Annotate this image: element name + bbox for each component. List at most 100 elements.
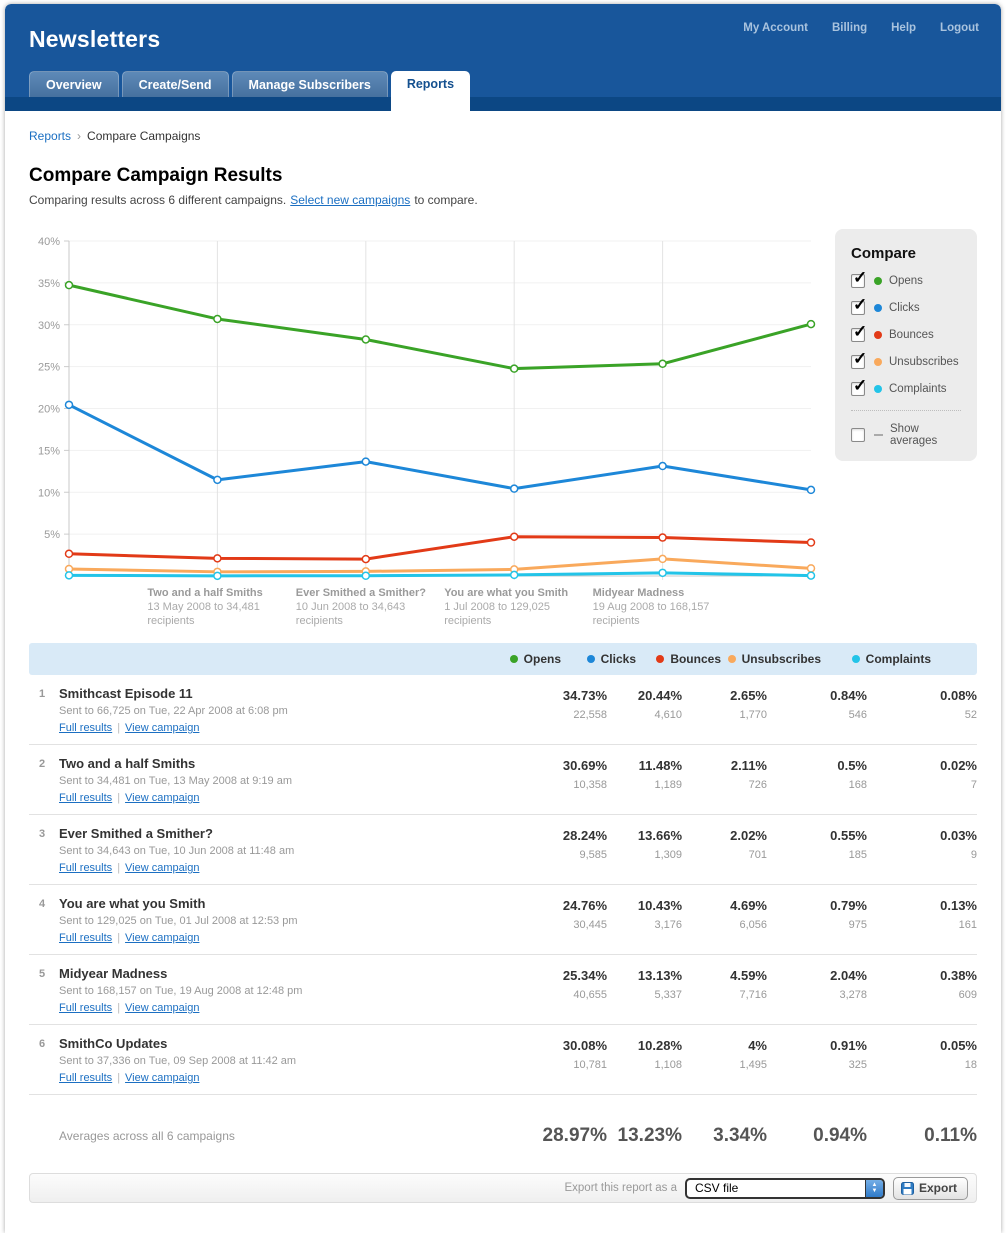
x-axis-campaign-date: 13 May 2008 to 34,481 — [147, 601, 260, 613]
compare-item-clicks[interactable]: Clicks — [851, 295, 961, 315]
value-count: 7 — [970, 779, 977, 791]
value-cell-opens: 25.34% 40,655 — [512, 966, 607, 1014]
nav-link-help[interactable]: Help — [891, 22, 917, 34]
opens-legend-dot-icon — [509, 655, 518, 663]
legend-column-complaints: Complaints — [821, 652, 931, 666]
campaign-sent-detail: Sent to 129,025 on Tue, 01 Jul 2008 at 1… — [59, 915, 298, 927]
campaign-name: Midyear Madness — [59, 966, 168, 981]
chart-point-bounces — [213, 554, 222, 563]
compare-item-opens[interactable]: Opens — [851, 268, 961, 288]
value-cell-unsubscribes: 0.79% 975 — [767, 896, 867, 944]
page: My Account Billing Help Logout Newsletters … — [5, 4, 1001, 1233]
checkbox-checked[interactable] — [851, 349, 867, 369]
select-new-campaigns-link[interactable]: Select new campaigns — [290, 193, 411, 207]
value-percentage: 28.24% — [562, 828, 607, 843]
x-axis-campaign-name: Two and a half Smiths — [147, 587, 263, 599]
checkbox-checked[interactable] — [851, 268, 867, 288]
view-campaign-link[interactable]: View campaign — [125, 792, 200, 804]
view-campaign-link[interactable]: View campaign — [125, 1072, 200, 1084]
value-percentage: 0.79% — [830, 898, 867, 913]
compare-item-label: Unsubscribes — [889, 356, 959, 368]
comparison-line-chart: 5% 10% 15% 20% 25% 30% 35% 40% Two and a half Sm… — [29, 229, 829, 629]
nav-link-billing[interactable]: Billing — [831, 22, 868, 34]
campaign-links: Full results | View campaign — [59, 932, 512, 944]
unsubscribes-series-dot-icon — [874, 358, 882, 366]
value-cell-unsubscribes: 0.91% 325 — [767, 1036, 867, 1084]
y-tick-label: 40% — [38, 236, 60, 248]
campaign-info: Smithcast Episode 11 Sent to 66,725 on Tu… — [59, 686, 512, 734]
legend-column-label: Opens — [523, 652, 561, 666]
view-campaign-link[interactable]: View campaign — [125, 722, 200, 734]
bounces-legend-dot-icon — [656, 655, 665, 663]
breadcrumb-link-reports[interactable]: Reports — [29, 129, 72, 143]
nav-link-logout[interactable]: Logout — [940, 22, 979, 34]
chart-point-clicks — [361, 457, 371, 466]
tab-overview[interactable]: Overview — [29, 71, 119, 97]
chart-point-bounces — [509, 532, 519, 541]
campaign-sent-detail: Sent to 37,336 on Tue, 09 Sep 2008 at 11… — [59, 1055, 297, 1067]
tab-create-send[interactable]: Create/Send — [121, 71, 229, 97]
view-campaign-link[interactable]: View campaign — [125, 1002, 200, 1014]
checkbox-unchecked[interactable] — [851, 428, 865, 442]
tab-manage-subscribers[interactable]: Manage Subscribers — [231, 71, 388, 97]
campaign-row: 5 Midyear Madness Sent to 168,157 on Tue, … — [29, 955, 977, 1025]
top-nav: My Account Billing Help Logout — [719, 18, 979, 36]
view-campaign-link[interactable]: View campaign — [125, 932, 200, 944]
chart-line-bounces — [68, 535, 812, 561]
link-separator: | — [117, 932, 121, 944]
campaign-number: 3 — [39, 828, 46, 840]
checkbox-checked[interactable] — [851, 295, 867, 315]
checkbox-checked[interactable] — [851, 322, 867, 342]
link-separator: | — [117, 1002, 121, 1014]
full-results-link[interactable]: Full results — [59, 722, 113, 734]
campaign-info: Midyear Madness Sent to 168,157 on Tue, 1… — [59, 966, 512, 1014]
select-stepper-icon: ▲ ▼ — [864, 1179, 883, 1197]
full-results-link[interactable]: Full results — [59, 1072, 113, 1084]
legend-column-opens: Opens — [466, 652, 561, 666]
chart-point-bounces — [806, 538, 816, 547]
export-label: Export this report as a — [564, 1182, 677, 1194]
tab-reports[interactable]: Reports — [390, 71, 471, 111]
subtitle-suffix: to compare. — [414, 193, 478, 207]
y-tick-label: 25% — [38, 362, 60, 374]
compare-panel: Compare Opens Clicks Bounces Unsubscribes Co… — [835, 229, 977, 461]
full-results-link[interactable]: Full results — [59, 792, 113, 804]
value-count: 1,189 — [654, 779, 682, 791]
compare-item-bounces[interactable]: Bounces — [851, 322, 961, 342]
compare-item-unsubscribes[interactable]: Unsubscribes — [851, 349, 961, 369]
value-cell-bounces: 4% 1,495 — [682, 1036, 767, 1084]
chart-point-opens — [213, 314, 222, 324]
value-count: 1,309 — [654, 849, 682, 861]
export-format-select[interactable]: CSV file ▲ ▼ — [684, 1177, 885, 1199]
chart-point-complaints — [806, 571, 816, 580]
value-count: 9 — [970, 849, 977, 861]
x-axis-campaign-recipients: recipients — [147, 615, 195, 627]
breadcrumb: Reports › Compare Campaigns — [29, 111, 977, 143]
value-count: 1,108 — [654, 1059, 682, 1071]
export-button-label: Export — [918, 1181, 957, 1195]
value-percentage: 0.5% — [837, 758, 867, 773]
value-percentage: 30.08% — [562, 1038, 607, 1053]
campaign-info: You are what you Smith Sent to 129,025 on… — [59, 896, 512, 944]
show-averages-toggle[interactable]: Show averages — [851, 423, 961, 447]
save-disk-icon — [900, 1181, 914, 1195]
value-cell-bounces: 4.69% 6,056 — [682, 896, 767, 944]
value-percentage: 0.13% — [940, 898, 977, 913]
view-campaign-link[interactable]: View campaign — [125, 862, 200, 874]
full-results-link[interactable]: Full results — [59, 932, 113, 944]
compare-item-complaints[interactable]: Complaints — [851, 376, 961, 396]
checkbox-checked[interactable] — [851, 376, 867, 396]
compare-item-label: Opens — [889, 275, 923, 287]
export-button[interactable]: Export — [892, 1176, 968, 1200]
value-percentage: 10.43% — [637, 898, 682, 913]
chart-point-bounces — [658, 533, 667, 542]
full-results-link[interactable]: Full results — [59, 862, 113, 874]
value-count: 10,358 — [573, 779, 607, 791]
nav-link-my-account[interactable]: My Account — [743, 22, 808, 34]
full-results-link[interactable]: Full results — [59, 1002, 113, 1014]
chart-point-complaints — [658, 568, 667, 578]
y-tick-label: 15% — [38, 445, 60, 457]
value-count: 10,781 — [573, 1059, 607, 1071]
clicks-series-dot-icon — [874, 304, 882, 312]
chart-point-clicks — [806, 485, 816, 495]
